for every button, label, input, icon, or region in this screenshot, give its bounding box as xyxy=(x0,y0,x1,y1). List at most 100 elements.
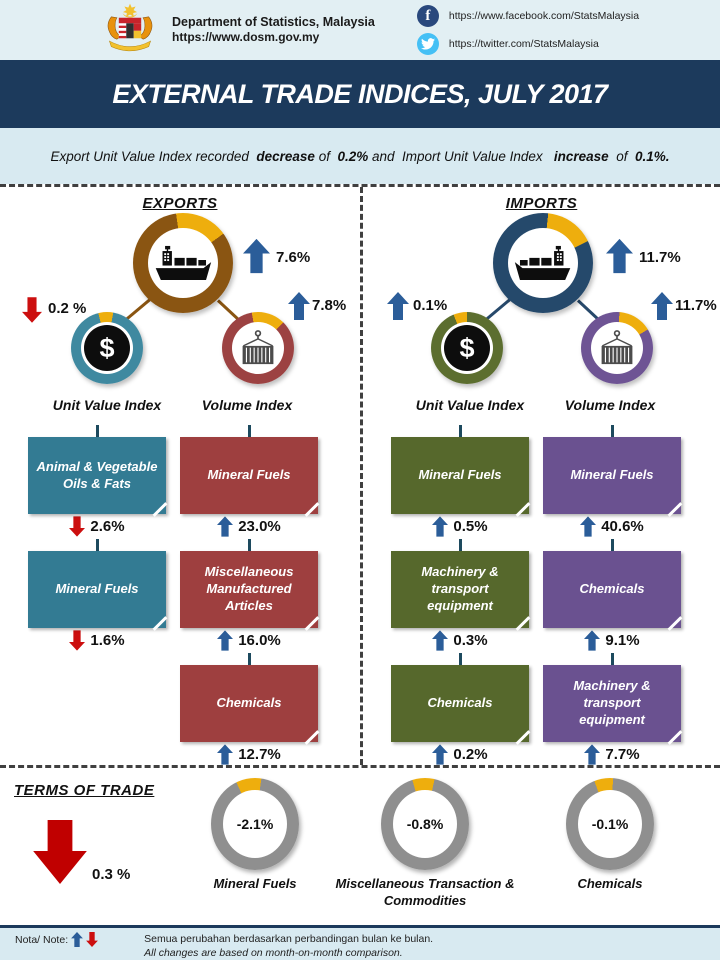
big-arrow-down-icon xyxy=(33,820,87,884)
dash-connector xyxy=(391,425,529,437)
arrow-up-icon xyxy=(432,630,449,651)
twitter-url[interactable]: https://twitter.com/StatsMalaysia xyxy=(448,38,599,50)
container-crane-icon xyxy=(222,312,294,384)
terms-of-trade-heading: TERMS OF TRADE xyxy=(14,782,155,799)
list-item: Machinery & transport equipment 7.7% xyxy=(543,653,681,767)
imports-unit-value-pct: 0.1% xyxy=(413,297,448,314)
arrow-up-icon xyxy=(217,744,234,765)
tot-donut: -0.8% xyxy=(381,778,469,870)
commodity-pct: 16.0% xyxy=(238,632,281,649)
arrow-up-icon xyxy=(217,516,234,537)
commodity-pct: 1.6% xyxy=(90,632,125,649)
exports-total-donut xyxy=(133,213,233,313)
dash-connector xyxy=(543,653,681,665)
arrow-up-icon xyxy=(584,744,601,765)
imports-total-donut xyxy=(493,213,593,313)
facebook-icon[interactable]: f xyxy=(416,5,439,27)
exports-total-value: 7.6% xyxy=(276,249,311,266)
tot-donut-value: -2.1% xyxy=(236,816,274,832)
title-banner: EXTERNAL TRADE INDICES, JULY 2017 xyxy=(0,60,720,128)
exports-volume-donut xyxy=(222,312,294,384)
arrow-up-icon xyxy=(387,292,409,320)
dash-connector xyxy=(180,425,318,437)
arrow-down-icon xyxy=(69,516,86,537)
commodity-box: Mineral Fuels xyxy=(180,437,318,514)
facebook-url[interactable]: https://www.facebook.com/StatsMalaysia xyxy=(448,10,640,22)
imports-unit-value-donut: $ xyxy=(431,312,503,384)
tot-donut-label: Chemicals xyxy=(577,876,643,891)
commodity-box: Chemicals xyxy=(180,665,318,742)
tot-donut-label: Miscellaneous Transaction & Commodities xyxy=(335,876,515,908)
arrow-down-icon xyxy=(86,932,99,947)
header: Department of Statistics, Malaysia https… xyxy=(0,0,720,60)
summary-text: Export Unit Value Index recorded xyxy=(50,148,257,164)
malaysia-coat-of-arms-icon xyxy=(102,3,158,58)
exports-unit-value-column: Animal & Vegetable Oils & Fats 2.6% Mine… xyxy=(28,425,166,653)
commodity-pct: 40.6% xyxy=(601,518,644,535)
summary-strip: Export Unit Value Index recorded decreas… xyxy=(0,128,720,184)
arrow-up-icon xyxy=(71,932,84,947)
list-item: Animal & Vegetable Oils & Fats 2.6% xyxy=(28,425,166,539)
imports-volume-pct: 11.7% xyxy=(675,297,717,314)
list-item: Mineral Fuels 0.5% xyxy=(391,425,529,539)
commodity-pct: 0.5% xyxy=(453,518,488,535)
imports-unit-value-column: Mineral Fuels 0.5% Machinery & transport… xyxy=(391,425,529,767)
imports-heading: IMPORTS xyxy=(505,195,578,212)
imports-total-value: 11.7% xyxy=(639,249,681,266)
org-name: Department of Statistics, Malaysia xyxy=(172,14,375,29)
commodity-box: Animal & Vegetable Oils & Fats xyxy=(28,437,166,514)
list-item: Mineral Fuels 1.6% xyxy=(28,539,166,653)
dash-connector xyxy=(180,539,318,551)
arrow-up-icon xyxy=(651,292,673,320)
imports-panel: IMPORTS 11.7% $ xyxy=(360,187,720,765)
exports-volume-pct: 7.8% xyxy=(312,297,347,314)
commodity-box: Chemicals xyxy=(543,551,681,628)
twitter-icon[interactable] xyxy=(416,33,439,55)
arrow-up-icon xyxy=(584,630,601,651)
container-crane-icon xyxy=(581,312,653,384)
imports-volume-column: Mineral Fuels 40.6% Chemicals 9.1% Machi… xyxy=(543,425,681,767)
list-item: Miscellaneous Manufactured Articles 16.0… xyxy=(180,539,318,653)
footer-note: Nota/ Note: Semua perubahan berdasarkan … xyxy=(0,925,720,960)
commodity-pct: 9.1% xyxy=(605,632,640,649)
arrow-down-icon xyxy=(22,297,42,323)
dollar-icon: $ xyxy=(71,312,143,384)
main-section: EXPORTS 7.6% $ 0 xyxy=(0,184,720,768)
arrow-up-icon xyxy=(606,238,633,274)
tot-donut-value: -0.1% xyxy=(591,816,629,832)
commodity-box: Machinery & transport equipment xyxy=(543,665,681,742)
dash-connector xyxy=(543,425,681,437)
arrow-up-icon xyxy=(288,292,310,320)
list-item: Chemicals 9.1% xyxy=(543,539,681,653)
note-text: Semua perubahan berdasarkan perbandingan… xyxy=(144,932,433,960)
tot-donut: -2.1% xyxy=(211,778,299,870)
list-item: Chemicals 12.7% xyxy=(180,653,318,767)
twitter-row[interactable]: https://twitter.com/StatsMalaysia xyxy=(416,33,639,55)
list-item: Machinery & transport equipment 0.3% xyxy=(391,539,529,653)
page-title: EXTERNAL TRADE INDICES, JULY 2017 xyxy=(112,78,608,109)
note-label: Nota/ Note: xyxy=(15,933,69,946)
org-block: Department of Statistics, Malaysia https… xyxy=(172,15,375,46)
commodity-box: Mineral Fuels xyxy=(391,437,529,514)
dash-connector xyxy=(28,539,166,551)
facebook-row[interactable]: f https://www.facebook.com/StatsMalaysia xyxy=(416,5,640,27)
summary-export-pct: 0.2% xyxy=(337,148,369,164)
exports-unit-value-label: Unit Value Index xyxy=(52,397,162,413)
commodity-pct: 12.7% xyxy=(238,746,281,763)
arrow-up-icon xyxy=(243,238,270,274)
summary-import-pct: 0.1%. xyxy=(634,148,670,164)
terms-of-trade-section: TERMS OF TRADE 0.3 % -2.1% Mineral Fuels… xyxy=(0,768,720,925)
imports-volume-label: Volume Index xyxy=(564,397,656,413)
exports-heading: EXPORTS xyxy=(142,195,218,212)
list-item: Mineral Fuels 23.0% xyxy=(180,425,318,539)
dash-connector xyxy=(180,653,318,665)
exports-unit-value-donut: $ xyxy=(71,312,143,384)
commodity-pct: 0.2% xyxy=(453,746,488,763)
social-links: f https://www.facebook.com/StatsMalaysia… xyxy=(416,5,640,55)
note-line-malay: Semua perubahan berdasarkan perbandingan… xyxy=(144,933,434,945)
imports-volume-donut xyxy=(581,312,653,384)
tot-donut-label: Mineral Fuels xyxy=(213,876,297,891)
arrow-up-icon xyxy=(217,630,234,651)
summary-decrease: decrease xyxy=(256,148,315,164)
